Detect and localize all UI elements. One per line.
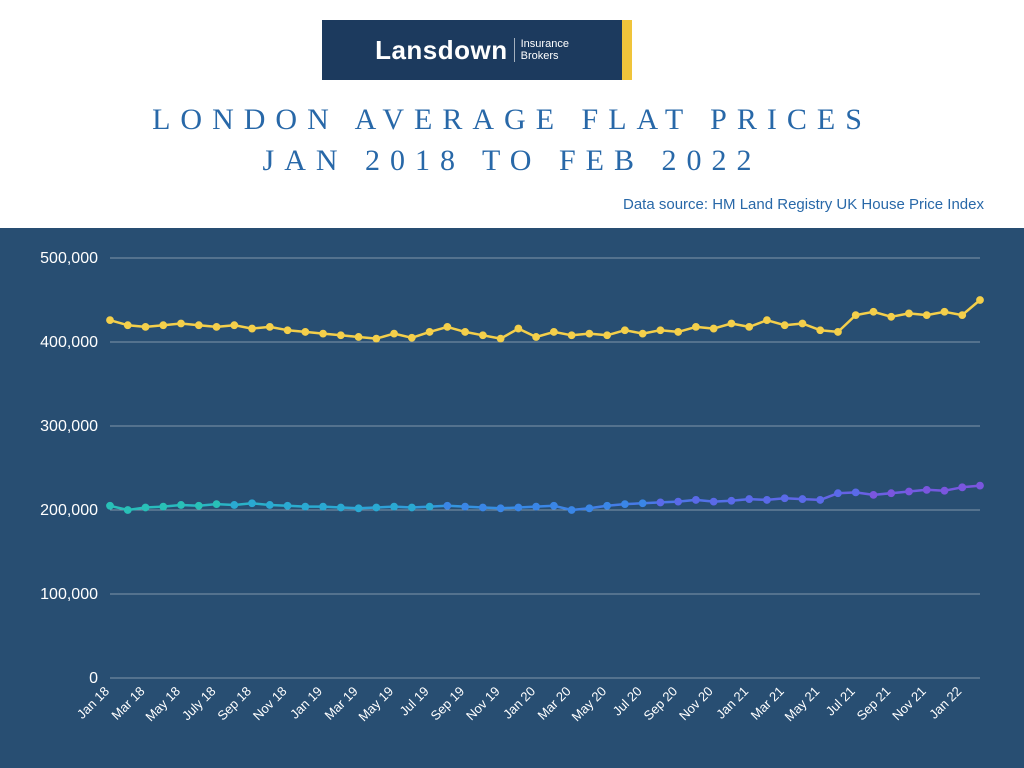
svg-text:Sep 21: Sep 21 [854, 684, 894, 724]
svg-text:Nov 20: Nov 20 [676, 684, 716, 724]
svg-text:0: 0 [89, 670, 98, 687]
svg-text:Jul 19: Jul 19 [397, 684, 432, 719]
svg-text:Jan 20: Jan 20 [500, 684, 538, 722]
svg-text:Sep 20: Sep 20 [641, 684, 681, 724]
svg-text:400,000: 400,000 [40, 334, 98, 351]
svg-text:Jan 22: Jan 22 [926, 684, 964, 722]
svg-text:Jan 18: Jan 18 [74, 684, 112, 722]
svg-text:Nov 19: Nov 19 [463, 684, 503, 724]
svg-text:Jul 21: Jul 21 [823, 684, 858, 719]
svg-text:Nov 21: Nov 21 [889, 684, 929, 724]
svg-text:Sep 19: Sep 19 [427, 684, 467, 724]
svg-text:May 21: May 21 [782, 684, 823, 725]
svg-text:July 18: July 18 [179, 684, 219, 724]
brand-logo: Lansdown InsuranceBrokers [322, 20, 632, 80]
line-chart: 0 100,000 200,000 300,000 400,000 500,000 Jan … [0, 228, 1024, 768]
data-source-caption: Data source: HM Land Registry UK House P… [623, 196, 984, 213]
svg-text:Jan 19: Jan 19 [287, 684, 325, 722]
svg-text:May 18: May 18 [142, 684, 183, 725]
svg-text:Mar 19: Mar 19 [321, 684, 360, 723]
svg-text:Jan 21: Jan 21 [713, 684, 751, 722]
chart-panel: 0 100,000 200,000 300,000 400,000 500,000 Jan … [0, 228, 1024, 768]
svg-text:May 19: May 19 [355, 684, 396, 725]
svg-text:100,000: 100,000 [40, 586, 98, 603]
logo-main-text: Lansdown [375, 35, 508, 66]
svg-text:Mar 20: Mar 20 [535, 684, 574, 723]
svg-text:300,000: 300,000 [40, 418, 98, 435]
logo-sub-text: InsuranceBrokers [514, 38, 569, 62]
svg-text:Nov 18: Nov 18 [250, 684, 290, 724]
svg-text:Jul 20: Jul 20 [610, 684, 645, 719]
chart-title: LONDON AVERAGE FLAT PRICESJAN 2018 TO FE… [0, 100, 1024, 181]
svg-text:Sep 18: Sep 18 [214, 684, 254, 724]
svg-text:Mar 21: Mar 21 [748, 684, 787, 723]
svg-text:May 20: May 20 [569, 684, 610, 725]
svg-text:500,000: 500,000 [40, 250, 98, 267]
svg-text:200,000: 200,000 [40, 502, 98, 519]
svg-text:Mar 18: Mar 18 [108, 684, 147, 723]
